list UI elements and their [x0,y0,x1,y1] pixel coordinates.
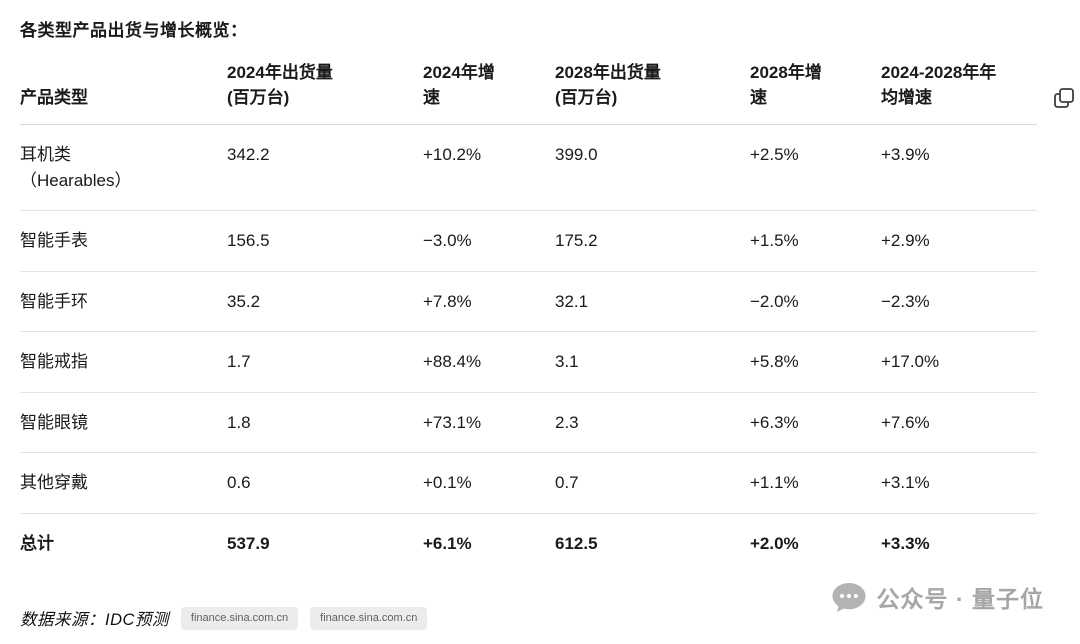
chat-bubble-icon [832,582,866,612]
source-link-badge-1[interactable]: finance.sina.com.cn [180,606,299,630]
cell-product: 总计 [20,533,54,553]
cell-cagr: −2.3% [881,271,1037,333]
cell-2024-growth: +6.1% [423,533,472,553]
cell-2024-shipments: 35.2 [227,271,423,333]
cell-2028-growth: +1.1% [750,452,881,514]
cell-cagr: +3.3% [881,533,930,553]
cell-2024-shipments: 0.6 [227,452,423,514]
cell-2028-growth: +1.5% [750,210,881,272]
table-row: 智能眼镜 1.8 +73.1% 2.3 +6.3% +7.6% [20,392,1037,454]
table-row: 智能戒指 1.7 +88.4% 3.1 +5.8% +17.0% [20,331,1037,393]
cell-product: 智能手表 [20,210,227,272]
col-header-cagr: 2024-2028年年 均增速 [881,55,1037,126]
table-header-row: 产品类型 2024年出货量 (百万台) 2024年增 速 2028年出货量 (百… [20,55,1037,126]
cell-2028-growth: −2.0% [750,271,881,333]
col-header-product-type: 产品类型 [20,55,227,126]
cell-product: 智能手环 [20,271,227,333]
cell-2024-shipments: 1.7 [227,331,423,393]
col-header-2028-shipments: 2028年出货量 (百万台) [555,55,750,126]
cell-cagr: +17.0% [881,331,1037,393]
cell-2028-shipments: 0.7 [555,452,750,514]
cell-product: 智能戒指 [20,331,227,393]
page-title: 各类型产品出货与增长概览： [20,21,248,40]
product-name: 耳机类 [20,145,71,165]
cell-2024-growth: +7.8% [423,271,555,333]
cell-2024-growth: +88.4% [423,331,555,393]
cell-2024-shipments: 1.8 [227,392,423,454]
cell-2028-growth: +2.0% [750,533,799,553]
table-row: 其他穿戴 0.6 +0.1% 0.7 +1.1% +3.1% [20,452,1037,514]
data-source-label: 数据来源：IDC预测 [20,611,169,629]
cell-cagr: +7.6% [881,392,1037,454]
cell-2028-shipments: 32.1 [555,271,750,333]
table-row: 耳机类 （Hearables） 342.2 +10.2% 399.0 +2.5%… [20,124,1037,212]
table-row: 智能手表 156.5 −3.0% 175.2 +1.5% +2.9% [20,210,1037,272]
cell-2024-growth: +0.1% [423,452,555,514]
cell-2024-shipments: 537.9 [227,533,270,553]
cell-2028-shipments: 175.2 [555,210,750,272]
source-link-badge-2[interactable]: finance.sina.com.cn [310,606,428,630]
cell-2028-growth: +5.8% [750,331,881,393]
cell-product: 智能眼镜 [20,392,227,454]
cell-2024-shipments: 156.5 [227,210,423,272]
col-header-2028-growth: 2028年增 速 [750,55,881,126]
cell-cagr: +3.1% [881,452,1037,514]
cell-product: 耳机类 （Hearables） [20,124,227,212]
cell-2024-shipments: 342.2 [227,124,423,212]
table-row-total: 总计 537.9 +6.1% 612.5 +2.0% +3.3% [20,513,1037,573]
cell-2028-growth: +2.5% [750,124,881,212]
cell-2024-growth: +10.2% [423,124,555,212]
cell-cagr: +3.9% [881,124,1037,212]
watermark-text: 公众号 · 量子位 [876,586,1044,612]
cell-cagr: +2.9% [881,210,1037,272]
product-shipment-table: 产品类型 2024年出货量 (百万台) 2024年增 速 2028年出货量 (百… [20,55,1037,573]
cell-2028-shipments: 3.1 [555,331,750,393]
copy-icon[interactable] [1052,86,1076,110]
col-header-2024-growth: 2024年增 速 [423,55,555,126]
cell-2024-growth: −3.0% [423,210,555,272]
cell-2024-growth: +73.1% [423,392,555,454]
cell-product: 其他穿戴 [20,452,227,514]
cell-2028-growth: +6.3% [750,392,881,454]
col-header-2024-shipments: 2024年出货量 (百万台) [227,55,423,126]
copy-icon-glyph [1054,88,1074,108]
cell-2028-shipments: 399.0 [555,124,750,212]
cell-2028-shipments: 2.3 [555,392,750,454]
watermark: 公众号 · 量子位 [831,580,1044,614]
product-subname: （Hearables） [20,170,132,190]
cell-2028-shipments: 612.5 [555,533,598,553]
footer: 数据来源：IDC预测 finance.sina.com.cn finance.s… [20,606,428,630]
table-row: 智能手环 35.2 +7.8% 32.1 −2.0% −2.3% [20,271,1037,333]
